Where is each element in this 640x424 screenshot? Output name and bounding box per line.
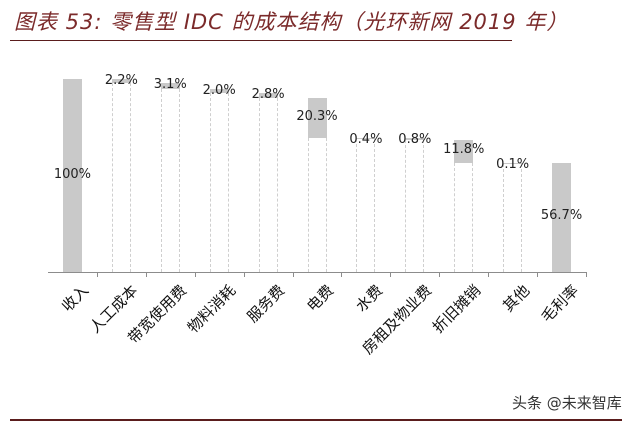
value-label: 0.8% [398, 132, 432, 148]
connector-line [129, 83, 131, 272]
x-axis [48, 272, 586, 273]
bar-7 [405, 138, 425, 140]
axis-tick [145, 272, 147, 277]
connector-line [325, 137, 327, 272]
value-label: 2.8% [251, 87, 285, 103]
connector-line [258, 98, 260, 272]
chart-title: 图表 53: 零售型 IDC 的成本结构（光环新网 2019 年） [14, 10, 569, 34]
category-label: 折旧摊销 [428, 281, 484, 337]
connector-line [227, 93, 229, 272]
connector-line [356, 139, 358, 272]
category-label: 收入 [58, 281, 93, 316]
connector-line [111, 83, 113, 272]
bar-5 [307, 98, 327, 138]
value-label: 2.0% [202, 83, 236, 99]
value-label: 0.1% [496, 156, 530, 172]
bar-3 [209, 89, 229, 94]
connector-line [521, 164, 523, 272]
axis-tick [537, 272, 539, 277]
connector-line [405, 139, 407, 272]
bar-2 [160, 83, 180, 90]
category-label: 其他 [498, 281, 533, 316]
category-label: 水费 [352, 281, 387, 316]
connector-line [178, 89, 180, 272]
value-label: 100% [53, 166, 92, 182]
axis-tick [341, 272, 343, 277]
bar-0 [62, 79, 82, 272]
value-label: 0.4% [349, 131, 383, 147]
connector-line [472, 162, 474, 272]
axis-tick [439, 272, 441, 277]
value-label: 2.2% [104, 73, 138, 88]
axis-tick [243, 272, 245, 277]
category-label: 毛利率 [537, 281, 582, 326]
value-label: 20.3% [296, 109, 338, 125]
title-divider [10, 40, 512, 41]
axis-tick [194, 272, 196, 277]
connector-line [454, 162, 456, 272]
bar-10 [552, 162, 572, 272]
axis-tick [488, 272, 490, 277]
connector-line [160, 89, 162, 272]
value-label: 56.7% [540, 208, 583, 224]
category-label: 物料消耗 [184, 281, 240, 337]
bar-4 [258, 93, 278, 99]
watermark: 头条 @未来智库 [512, 394, 622, 412]
value-label: 3.1% [153, 77, 187, 93]
category-label: 电费 [303, 281, 338, 316]
bar-1 [111, 79, 131, 84]
bar-9 [503, 162, 523, 165]
connector-line [276, 98, 278, 272]
footer-divider [10, 419, 622, 421]
axis-tick [586, 272, 587, 277]
connector-line [423, 139, 425, 272]
axis-tick [390, 272, 392, 277]
connector-line [209, 93, 211, 272]
category-label: 服务费 [243, 281, 289, 326]
connector-line [503, 164, 505, 272]
value-label: 11.8% [443, 142, 485, 158]
bar-8 [454, 139, 474, 163]
bar-6 [356, 137, 376, 140]
connector-line [374, 139, 376, 272]
axis-tick [292, 272, 294, 277]
axis-tick [96, 272, 98, 277]
connector-line [307, 137, 309, 272]
